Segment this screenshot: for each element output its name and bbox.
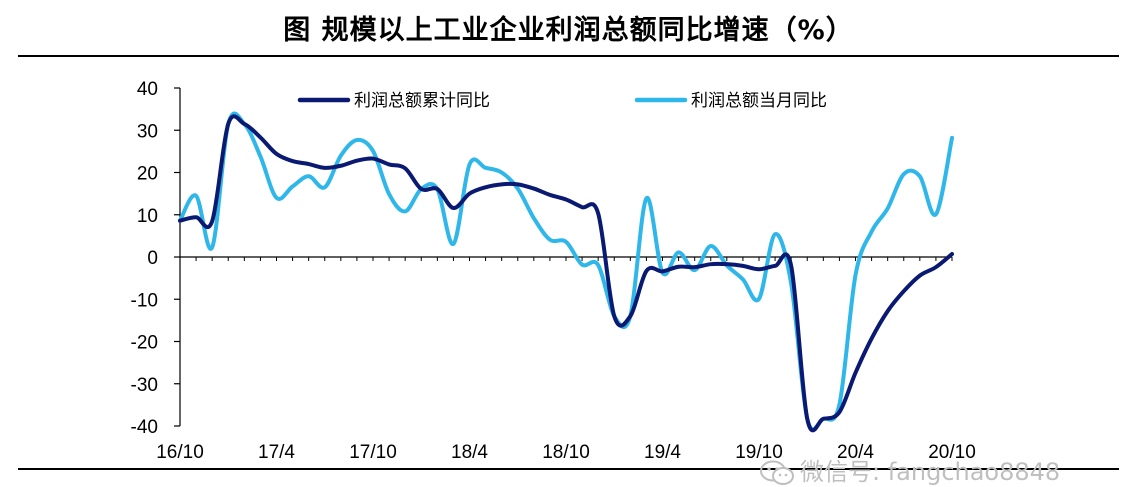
y-tick-label: 20 [137,164,158,185]
series-layer [178,111,954,433]
title-divider [18,55,1119,57]
x-axis: 16/10 17/4 17/10 18/4 18/10 19/4 19/10 20/4 20/1… [156,256,976,463]
chart-title: 图 规模以上工业企业利润总额同比增速（%） [283,15,854,46]
x-tick-label: 20/4 [837,442,874,463]
x-tick-label: 17/10 [349,442,397,463]
x-tick-label: 16/10 [156,442,204,463]
x-tick-label: 18/10 [542,442,590,463]
x-tick-label: 20/10 [928,442,976,463]
x-tick-label: 18/4 [451,442,488,463]
watermark-text: 微信号: fangchao8848 [800,458,1061,486]
x-tick-label: 17/4 [258,442,295,463]
wechat-icon [760,460,794,485]
watermark: 微信号: fangchao8848 [760,452,1060,487]
legend-label: 利润总额当月同比 [691,91,827,111]
x-tick-label: 19/4 [644,442,681,463]
y-tick-label: 40 [137,79,158,100]
y-axis: 40 30 20 10 0 -10 -20 -30 -40 [131,79,181,438]
y-tick-label: -30 [131,375,158,396]
y-tick-label: 30 [137,121,158,142]
y-tick-label: -10 [131,290,158,311]
x-tick-label: 19/10 [735,442,783,463]
series-line-cumulative [178,114,954,433]
legend: 利润总额累计同比 利润总额当月同比 [297,91,827,111]
y-tick-label: 10 [137,206,158,227]
legend-label: 利润总额累计同比 [354,91,490,111]
bottom-divider [18,468,1119,470]
y-tick-label: 0 [147,248,158,269]
y-tick-label: -20 [131,333,158,354]
y-tick-label: -40 [131,417,158,438]
